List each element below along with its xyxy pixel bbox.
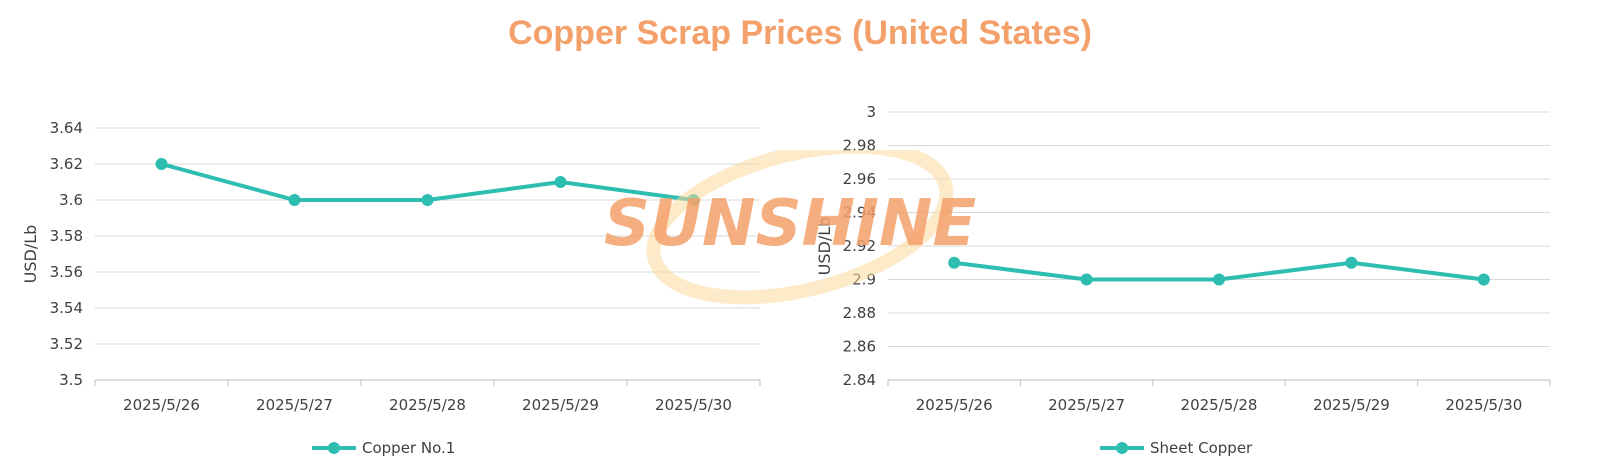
data-point: [1213, 273, 1225, 286]
y-tick-label: 3.58: [50, 227, 83, 245]
data-point: [948, 256, 961, 269]
y-tick-label: 3: [866, 103, 876, 121]
y-axis-label: USD/Lb: [815, 217, 834, 276]
y-tick-label: 2.86: [843, 338, 876, 356]
x-tick-label: 2025/5/30: [1445, 396, 1522, 414]
x-tick-label: 2025/5/29: [1313, 396, 1390, 414]
y-tick-label: 3.52: [50, 335, 83, 353]
y-tick-label: 3.64: [50, 119, 83, 137]
y-tick-label: 2.96: [843, 170, 876, 188]
x-tick-label: 2025/5/28: [1181, 396, 1258, 414]
x-tick-label: 2025/5/29: [522, 396, 599, 414]
y-tick-label: 3.56: [50, 263, 83, 281]
legend-marker: [1116, 442, 1128, 454]
data-point: [687, 194, 700, 206]
x-tick-label: 2025/5/27: [256, 396, 333, 414]
y-tick-label: 3.54: [50, 299, 83, 317]
y-tick-label: 2.88: [843, 304, 876, 322]
data-point: [1477, 273, 1490, 286]
x-tick-label: 2025/5/26: [916, 396, 993, 414]
y-tick-label: 2.98: [843, 137, 876, 155]
x-tick-label: 2025/5/30: [655, 396, 732, 414]
legend-label: Copper No.1: [362, 439, 455, 457]
legend-marker: [328, 442, 340, 454]
data-point: [155, 158, 168, 170]
y-tick-label: 3.6: [59, 191, 83, 209]
data-point: [288, 194, 301, 206]
y-tick-label: 2.94: [843, 204, 876, 222]
x-tick-label: 2025/5/26: [123, 396, 200, 414]
data-point: [421, 194, 434, 206]
chart-copper-no1: 3.5 3.52 3.54 3.56 3.58 3.6 3.62 3.64 2025/5/26 2…: [21, 119, 761, 457]
page-title: Copper Scrap Prices (United States): [508, 14, 1092, 52]
y-tick-label: 2.9: [852, 271, 876, 289]
chart-sheet-copper: 2.84 2.86 2.88 2.9 2.92 2.94 2.96 2.98 3 2025/5/2…: [815, 103, 1551, 457]
data-point: [1080, 273, 1093, 286]
y-axis-label: USD/Lb: [21, 225, 40, 284]
data-point: [554, 176, 567, 188]
data-point: [1345, 256, 1358, 269]
y-tick-label: 2.92: [843, 237, 876, 255]
x-tick-label: 2025/5/28: [389, 396, 466, 414]
y-tick-label: 3.5: [59, 371, 83, 389]
y-tick-label: 3.62: [50, 155, 83, 173]
x-tick-label: 2025/5/27: [1048, 396, 1125, 414]
legend-label: Sheet Copper: [1150, 439, 1253, 457]
y-tick-label: 2.84: [843, 371, 876, 389]
